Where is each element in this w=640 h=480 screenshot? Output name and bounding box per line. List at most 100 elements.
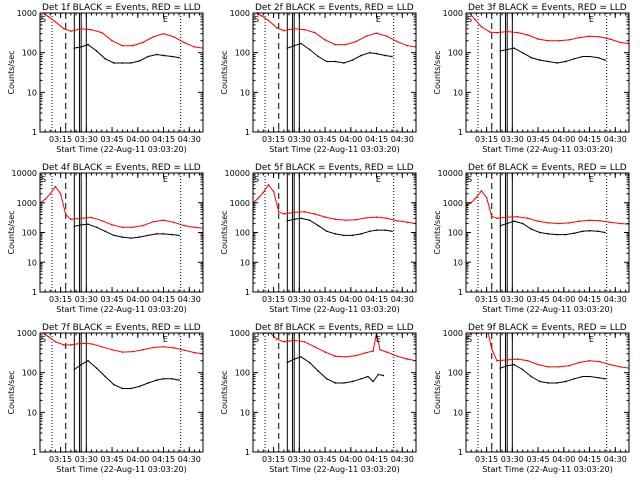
panel-title: Det 4f BLACK = Events, RED = LLD [42, 163, 201, 173]
x-tick-label: 03:15 [475, 295, 498, 304]
data-point-lld [557, 366, 560, 368]
x-axis-label: Start Time (22-Aug-11 03:03:20) [269, 465, 400, 474]
series-line-events [500, 220, 606, 236]
end-marker: E [163, 175, 168, 184]
data-point-lld [557, 39, 560, 42]
data-point-lld [267, 19, 270, 22]
data-point-lld [303, 210, 306, 213]
data-point-lld [303, 28, 306, 31]
data-point-lld [526, 34, 529, 36]
data-point-lld [547, 222, 550, 224]
panel-title: Det 8f BLACK = Events, RED = LLD [255, 323, 414, 333]
series-line-lld [256, 13, 416, 48]
data-point-lld [162, 345, 165, 348]
data-point-lld [54, 21, 57, 23]
data-point-events [351, 234, 354, 237]
end-marker: E [163, 335, 168, 344]
x-tick-label: 04:15 [578, 135, 601, 144]
data-point-lld [516, 215, 519, 218]
data-point-events [556, 382, 558, 384]
data-point-events [104, 58, 106, 60]
data-point-events [138, 385, 141, 388]
plot-area [40, 173, 203, 292]
data-point-lld [379, 348, 381, 351]
x-tick-label: 04:15 [152, 295, 175, 304]
x-tick-label: 04:00 [339, 295, 362, 304]
data-point-lld [183, 349, 185, 351]
data-point-lld [547, 366, 550, 368]
data-point-lld [609, 38, 611, 40]
data-point-lld [142, 348, 144, 351]
x-tick-label: 04:30 [178, 455, 201, 464]
data-point-events [147, 382, 149, 384]
data-point-events [538, 231, 541, 234]
y-tick-label: 1000 [17, 9, 37, 18]
data-point-lld [386, 35, 388, 38]
series-line-lld [469, 13, 629, 44]
data-point-lld [496, 31, 498, 34]
data-point-events [343, 382, 345, 384]
data-point-lld [396, 219, 398, 222]
x-tick-label: 04:15 [578, 295, 601, 304]
data-point-lld [47, 16, 50, 18]
data-point-lld [609, 221, 611, 224]
data-point-lld [183, 224, 185, 227]
data-point-lld [47, 336, 50, 338]
data-point-lld [578, 220, 581, 222]
data-point-events [547, 382, 550, 384]
series-line-lld [43, 333, 203, 355]
x-tick-label: 03:15 [475, 135, 498, 144]
data-point-lld [90, 216, 93, 219]
data-point-lld [100, 31, 103, 34]
x-tick-label: 03:15 [262, 135, 285, 144]
data-point-events [87, 223, 89, 226]
data-point-lld [365, 35, 368, 38]
data-point-lld [63, 344, 65, 346]
series-line-events [287, 42, 393, 64]
x-tick-label: 03:15 [49, 135, 72, 144]
series-line-events [74, 44, 180, 64]
data-point-lld [293, 339, 295, 342]
plot-frame [39, 12, 204, 133]
y-axis-label: Counts/sec [220, 210, 229, 254]
data-point-lld [599, 360, 601, 363]
data-point-lld [131, 350, 134, 353]
x-axis-label: Start Time (22-Aug-11 03:03:20) [482, 305, 613, 314]
data-point-lld [121, 226, 124, 229]
data-point-events [317, 55, 320, 58]
data-point-lld [386, 217, 388, 220]
data-point-events [597, 56, 599, 59]
data-point-events [377, 373, 380, 376]
panel-det-8: Det 8f BLACK = Events, RED = LLD S E 1 10 100… [220, 323, 417, 474]
data-point-events [530, 375, 532, 378]
y-axis-label: Counts/sec [433, 370, 442, 414]
data-point-events [293, 44, 295, 47]
data-point-lld [54, 185, 57, 188]
x-tick-label: 04:15 [365, 455, 388, 464]
data-point-events [138, 60, 141, 62]
data-point-events [300, 42, 302, 45]
end-marker: E [589, 15, 594, 24]
y-tick-label: 1000 [443, 199, 463, 208]
data-point-lld [588, 35, 591, 38]
start-marker: S [254, 15, 259, 24]
x-tick-label: 04:00 [126, 455, 149, 464]
y-tick-label: 10 [453, 258, 463, 267]
data-point-events [506, 222, 508, 225]
panel-det-7: Det 7f BLACK = Events, RED = LLD S E 1 10 100… [7, 323, 204, 474]
data-point-lld [396, 40, 398, 43]
data-point-lld [406, 358, 409, 360]
data-point-events [162, 378, 165, 380]
data-point-lld [588, 219, 591, 221]
end-marker: E [163, 15, 168, 24]
x-tick-label: 03:30 [288, 295, 311, 304]
data-point-events [73, 368, 76, 371]
data-point-events [87, 359, 89, 362]
data-point-events [513, 363, 515, 366]
series-line-lld [466, 190, 629, 225]
data-point-events [334, 233, 337, 235]
data-point-events [368, 230, 371, 233]
data-point-lld [365, 217, 368, 219]
data-point-lld [568, 222, 570, 224]
